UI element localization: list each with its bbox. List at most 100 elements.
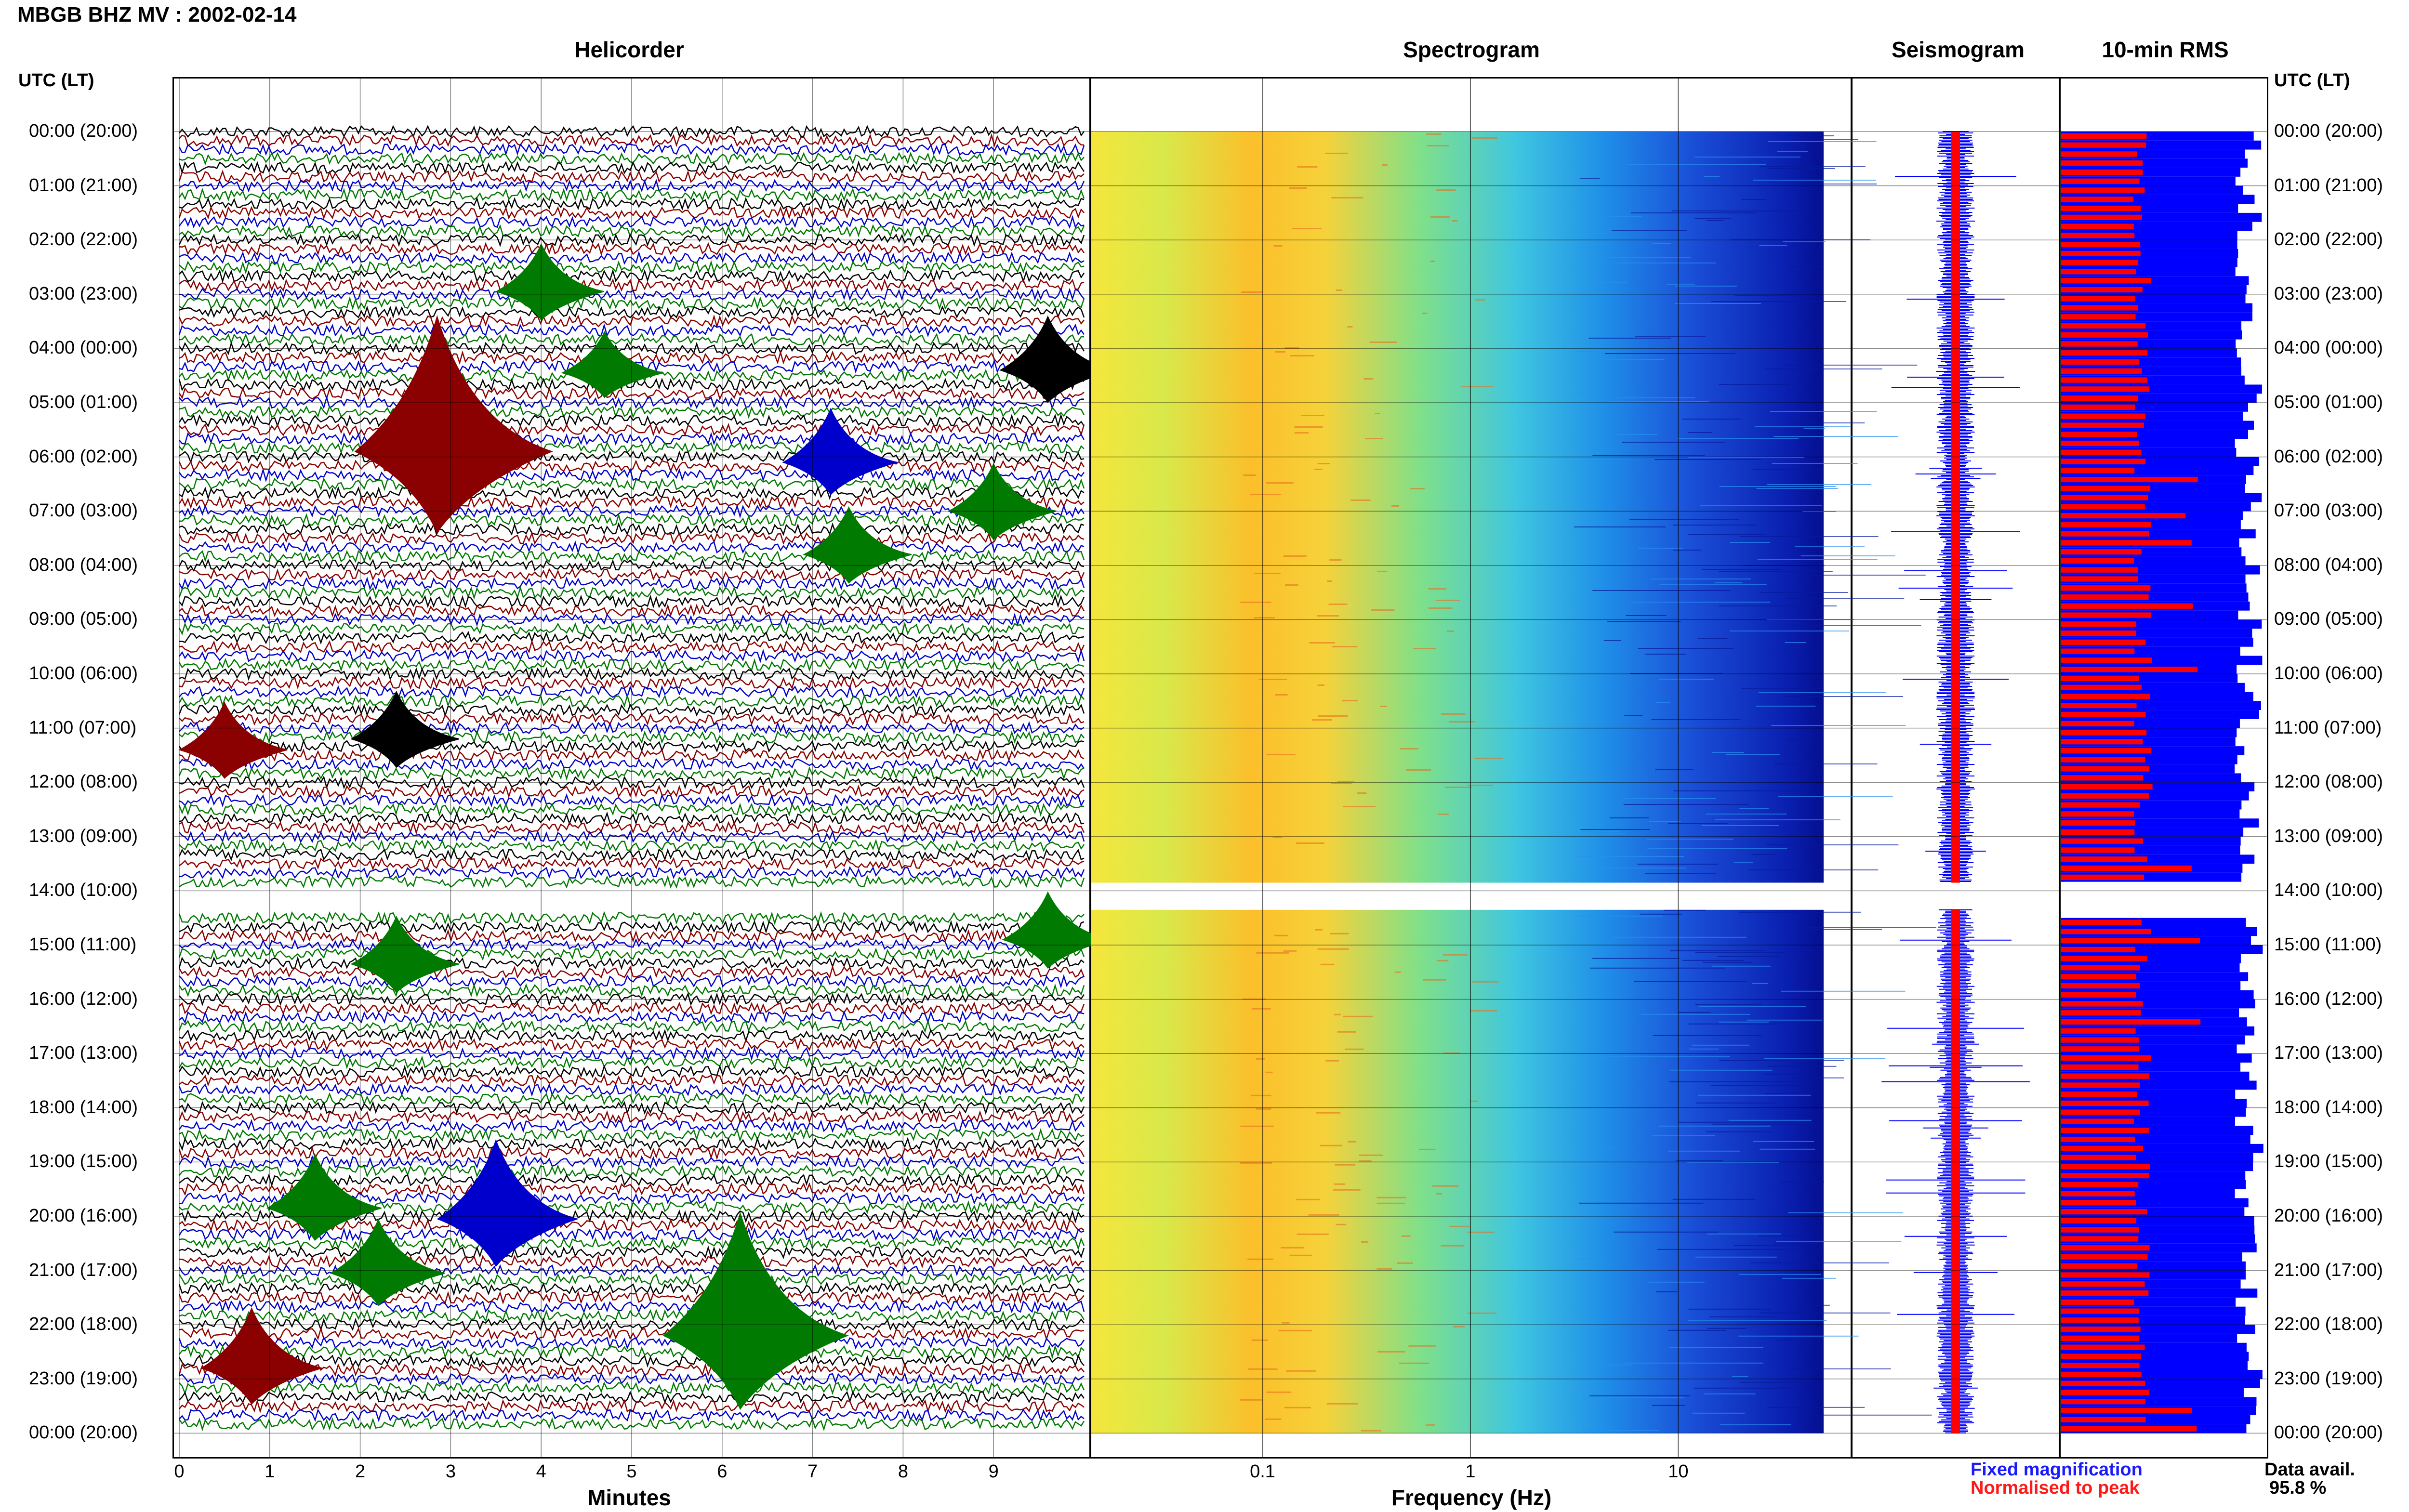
- spectrogram-streak: [1577, 915, 1664, 917]
- spectrogram-streak: [1731, 239, 1871, 240]
- time-label-right: 02:00 (22:00): [2274, 229, 2383, 250]
- rms-bar-normalised: [2061, 1218, 2137, 1224]
- spectrogram-streak: [1675, 286, 1737, 287]
- spectrogram-streak: [1786, 740, 1821, 741]
- spectrogram-speck: [1375, 413, 1380, 414]
- spectrogram-streak: [1589, 1395, 1691, 1396]
- time-label-left: 17:00 (13:00): [29, 1043, 138, 1064]
- spectrogram-streak: [1669, 1347, 1763, 1348]
- rms-bar-normalised: [2061, 576, 2138, 582]
- spectrogram-streak: [1667, 284, 1695, 285]
- spectrogram-speck: [1266, 482, 1294, 484]
- rms-bar-normalised: [2061, 260, 2139, 265]
- spectrogram-speck: [1266, 1391, 1292, 1393]
- rms-bar-normalised: [2061, 169, 2143, 175]
- rms-bar-normalised: [2061, 630, 2136, 636]
- spectrogram-speck: [1471, 137, 1497, 139]
- spectrogram-streak: [1717, 956, 1781, 957]
- spectrogram-streak: [1630, 212, 1757, 213]
- rms-bar-normalised: [2061, 829, 2135, 835]
- spectrogram-streak: [1702, 961, 1752, 963]
- spectrogram-speck: [1365, 438, 1383, 439]
- time-label-right: 15:00 (11:00): [2274, 934, 2382, 955]
- spectrogram-speck: [1275, 351, 1286, 353]
- time-label-right: 03:00 (23:00): [2274, 283, 2383, 304]
- spectrogram-streak: [1655, 769, 1694, 770]
- rms-bar-normalised: [2061, 250, 2141, 256]
- spectrogram-speck: [1422, 313, 1428, 314]
- rms-bar-normalised: [2061, 549, 2142, 555]
- spectrogram-speck: [1467, 1231, 1495, 1233]
- rms-bar-normalised: [2061, 1417, 2146, 1422]
- rms-bar-normalised: [2061, 1191, 2135, 1196]
- spectrogram-speck: [1284, 347, 1299, 349]
- spectrogram-speck: [1437, 960, 1449, 961]
- rms-bar-normalised: [2061, 838, 2144, 844]
- spectrogram-streak: [1605, 353, 1736, 354]
- spectrogram-streak: [1688, 1308, 1772, 1310]
- spectrogram-speck: [1441, 1245, 1465, 1247]
- minute-tick-label: 4: [536, 1461, 546, 1482]
- spectrogram-speck: [1343, 1015, 1373, 1017]
- spectrogram-streak: [1794, 546, 1865, 547]
- spectrogram-streak: [1771, 725, 1906, 726]
- legend-normalised-to-peak: Normalised to peak: [1971, 1478, 2140, 1498]
- spectrogram-streak: [1689, 1048, 1719, 1050]
- rms-bar-normalised: [2061, 468, 2135, 473]
- rms-bar-normalised: [2061, 522, 2151, 527]
- spectrogram-speck: [1469, 1010, 1497, 1012]
- spectrogram-streak: [1679, 1121, 1794, 1123]
- spectrogram-speck: [1345, 1048, 1364, 1050]
- spectrogram-speck: [1430, 216, 1450, 218]
- spectrogram-streak: [1616, 434, 1657, 435]
- spectrogram-streak: [1756, 488, 1838, 489]
- spectrogram-streak: [1740, 1381, 1801, 1383]
- rms-bar-normalised: [2061, 567, 2138, 573]
- rms-bar-normalised: [2061, 278, 2151, 284]
- rms-bar-normalised: [2061, 1363, 2140, 1368]
- spectrogram-streak: [1800, 555, 1895, 556]
- time-label-right: 23:00 (19:00): [2274, 1368, 2383, 1389]
- rms-bar-normalised: [2061, 142, 2146, 148]
- spectrogram-streak: [1696, 1102, 1777, 1104]
- spectrogram-speck: [1334, 1183, 1346, 1185]
- rms-bar-normalised: [2061, 440, 2139, 447]
- spectrogram-streak: [1653, 1035, 1762, 1036]
- rms-bar-normalised: [2061, 1407, 2192, 1414]
- spectrogram-streak: [1766, 844, 1899, 845]
- spectrogram-streak: [1719, 486, 1836, 487]
- rms-bar-normalised: [2061, 377, 2147, 383]
- time-label-left: 00:00 (20:00): [29, 121, 138, 141]
- rms-bar-normalised: [2061, 1082, 2140, 1088]
- helicorder-title: Helicorder: [574, 37, 684, 62]
- spectrogram-streak: [1719, 605, 1837, 606]
- frequency-tick-label: 1: [1465, 1461, 1476, 1482]
- rms-bar-normalised: [2061, 992, 2136, 998]
- rms-bar-normalised: [2061, 187, 2145, 193]
- time-label-right: 08:00 (04:00): [2274, 554, 2383, 575]
- helicorder-event: [947, 462, 1057, 540]
- rms-bar-normalised: [2061, 305, 2138, 311]
- spectrogram-streak: [1658, 679, 1714, 680]
- helicorder-event: [330, 1218, 445, 1306]
- spectrogram-speck: [1377, 571, 1388, 572]
- rms-bar-normalised: [2061, 612, 2152, 618]
- spectrogram-streak: [1695, 1256, 1777, 1258]
- time-label-left: 22:00 (18:00): [29, 1314, 138, 1335]
- rms-bar-normalised: [2061, 621, 2136, 627]
- spectrogram-streak: [1756, 706, 1816, 707]
- spectrogram-streak: [1655, 702, 1670, 703]
- rms-bar-normalised: [2061, 711, 2146, 718]
- spectrogram-speck: [1312, 719, 1332, 721]
- minute-tick-label: 5: [626, 1461, 637, 1482]
- minute-tick-label: 0: [174, 1461, 185, 1482]
- spectrogram-streak: [1645, 654, 1686, 655]
- spectrogram-speck: [1419, 1148, 1436, 1150]
- spectrogram-speck: [1294, 426, 1323, 428]
- spectrogram-streak: [1752, 983, 1769, 984]
- spectrogram-speck: [1361, 1241, 1369, 1243]
- spectrogram-streak: [1606, 216, 1642, 217]
- spectrogram-speck: [1290, 355, 1314, 356]
- spectrogram-streak: [1697, 638, 1728, 639]
